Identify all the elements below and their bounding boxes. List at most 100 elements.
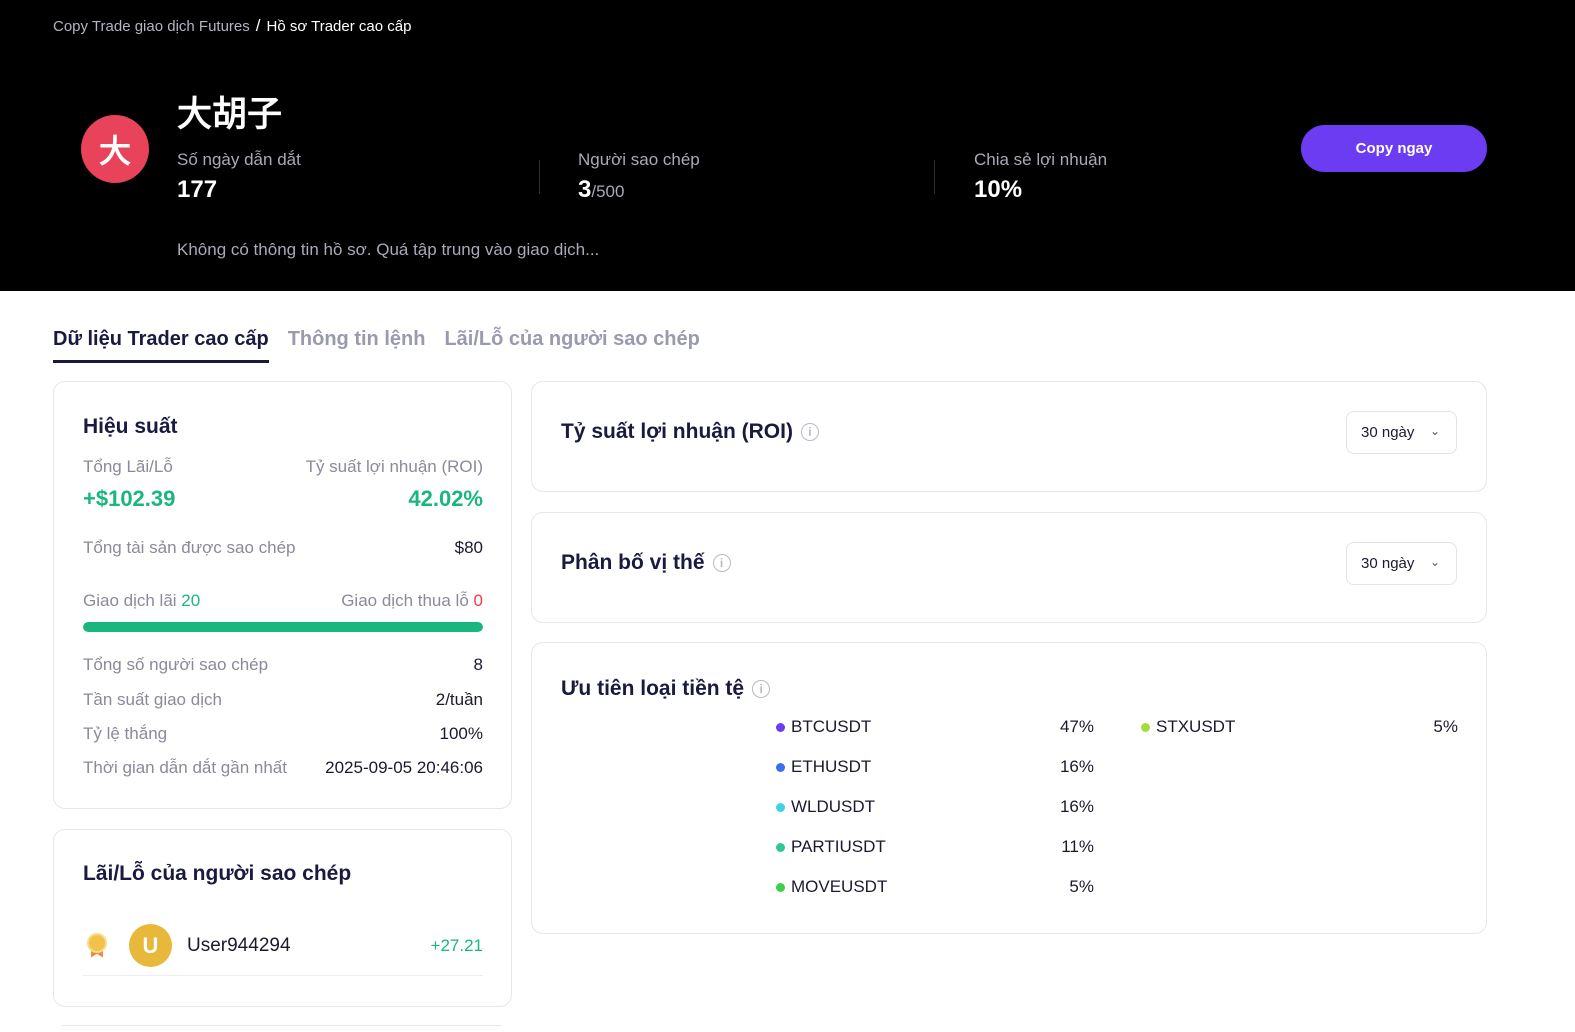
loss-trades-label: Giao dịch thua lỗ (341, 591, 469, 610)
position-period-value: 30 ngày (1361, 555, 1415, 572)
trader-name: 大胡子 (177, 95, 283, 134)
coin-name: WLDUSDT (791, 797, 876, 816)
coin-dot (776, 802, 785, 812)
currency-preference-card: Ưu tiên loại tiền tệ i BTCUSDT 47% ETHUS… (531, 642, 1487, 934)
win-trades-value: 20 (181, 591, 201, 610)
stat-copiers: Người sao chép 3/500 (578, 150, 700, 204)
copied-assets-label: Tổng tài sản được sao chép (83, 538, 296, 557)
roi-card-title: Tỷ suất lợi nhuận (ROI) (561, 420, 793, 443)
stat-profit-share: Chia sẻ lợi nhuận 10% (974, 150, 1107, 204)
breadcrumb: Copy Trade giao dịch Futures / Hồ sơ Tra… (53, 16, 411, 36)
coin-pct: 16% (1059, 757, 1094, 776)
total-copiers-value: 8 (473, 655, 483, 674)
breadcrumb-separator: / (255, 16, 261, 35)
total-pnl-label: Tổng Lãi/Lỗ (83, 457, 173, 476)
roi-value: 42.02% (408, 486, 483, 511)
stat-copiers-value: 3/500 (578, 176, 700, 204)
position-period-select[interactable]: 30 ngày ⌄ (1346, 542, 1457, 585)
win-progress-fill (83, 622, 483, 632)
position-distribution-card: Phân bố vị thế i 30 ngày ⌄ (531, 512, 1487, 623)
total-pnl-value: +$102.39 (83, 486, 176, 511)
medal-icon (83, 932, 111, 960)
coin-legend-item: WLDUSDT (776, 797, 875, 817)
coin-pct: 11% (1061, 837, 1094, 856)
coin-dot (776, 762, 785, 772)
copier-pnl-card: Lãi/Lỗ của người sao chép U User944294 +… (53, 829, 512, 1007)
coin-name: STXUSDT (1156, 717, 1236, 736)
position-card-header: Phân bố vị thế i (561, 551, 731, 575)
next-card-edge (62, 1025, 502, 1026)
last-lead-row: Thời gian dẫn dắt gần nhất 2025-09-05 20… (83, 758, 483, 778)
coin-name: ETHUSDT (791, 757, 872, 776)
avatar: U (129, 924, 172, 967)
frequency-value: 2/tuần (435, 690, 483, 709)
stat-lead-days: Số ngày dẫn dắt 177 (177, 150, 301, 204)
coin-dot (776, 882, 785, 892)
info-icon[interactable]: i (800, 423, 819, 441)
win-rate-label: Tỷ lệ thắng (83, 724, 168, 743)
loss-trades: Giao dịch thua lỗ 0 (341, 591, 483, 611)
pnl-roi-labels: Tổng Lãi/Lỗ Tỷ suất lợi nhuận (ROI) (83, 457, 483, 477)
trader-avatar: 大 (81, 115, 149, 183)
frequency-row: Tần suất giao dịch 2/tuần (83, 690, 483, 710)
last-lead-value: 2025-09-05 20:46:06 (325, 758, 483, 777)
trader-header: Copy Trade giao dịch Futures / Hồ sơ Tra… (0, 0, 1575, 291)
performance-title: Hiệu suất (83, 415, 178, 438)
tab-copier-pnl[interactable]: Lãi/Lỗ của người sao chép (444, 328, 700, 350)
frequency-label: Tần suất giao dịch (83, 690, 222, 709)
position-card-title: Phân bố vị thế (561, 551, 705, 574)
currency-card-header: Ưu tiên loại tiền tệ i (561, 677, 771, 701)
coin-pct: 5% (1433, 717, 1458, 736)
stat-lead-days-label: Số ngày dẫn dắt (177, 150, 301, 169)
stat-divider (934, 160, 935, 194)
coin-name: PARTIUSDT (791, 837, 886, 856)
roi-card: Tỷ suất lợi nhuận (ROI) i 30 ngày ⌄ (531, 381, 1487, 492)
loss-trades-value: 0 (473, 591, 483, 610)
copier-pnl-value: +27.21 (430, 935, 483, 955)
win-rate-row: Tỷ lệ thắng 100% (83, 724, 483, 744)
trade-counts-row: Giao dịch lãi 20 Giao dịch thua lỗ 0 (83, 591, 483, 611)
last-lead-label: Thời gian dẫn dắt gần nhất (83, 758, 287, 777)
copied-assets-row: Tổng tài sản được sao chép $80 (83, 538, 483, 558)
breadcrumb-current: Hồ sơ Trader cao cấp (266, 17, 412, 35)
total-copiers-row: Tổng số người sao chép 8 (83, 655, 483, 675)
coin-pct: 16% (1059, 797, 1094, 816)
coin-name: BTCUSDT (791, 717, 872, 736)
coin-pct: 47% (1059, 717, 1094, 736)
info-icon[interactable]: i (712, 554, 731, 572)
coin-legend-item: BTCUSDT (776, 717, 871, 737)
stat-profit-share-value: 10% (974, 176, 1023, 203)
copied-assets-value: $80 (454, 538, 483, 557)
total-copiers-label: Tổng số người sao chép (83, 655, 269, 674)
copy-now-button[interactable]: Copy ngay (1301, 125, 1487, 172)
info-icon[interactable]: i (752, 680, 771, 698)
coin-legend-item: STXUSDT (1141, 717, 1235, 737)
coin-pct: 5% (1069, 877, 1094, 896)
tab-trader-data[interactable]: Dữ liệu Trader cao cấp (53, 328, 269, 363)
stat-copiers-count: 3 (578, 176, 592, 203)
currency-card-title: Ưu tiên loại tiền tệ (561, 677, 745, 700)
tab-order-info[interactable]: Thông tin lệnh (287, 328, 426, 350)
roi-period-select[interactable]: 30 ngày ⌄ (1346, 411, 1457, 454)
roi-label: Tỷ suất lợi nhuận (ROI) (305, 457, 483, 476)
win-loss-progress-bar (83, 622, 483, 632)
chevron-down-icon: ⌄ (1429, 424, 1440, 438)
copier-pnl-title: Lãi/Lỗ của người sao chép (83, 862, 352, 885)
win-rate-value: 100% (439, 724, 483, 743)
coin-dot (776, 722, 785, 732)
copier-name: User944294 (187, 934, 291, 956)
list-item[interactable]: U User944294 +27.21 (83, 916, 483, 976)
breadcrumb-parent-link[interactable]: Copy Trade giao dịch Futures (53, 17, 250, 35)
roi-card-header: Tỷ suất lợi nhuận (ROI) i (561, 420, 819, 444)
coin-legend-item: PARTIUSDT (776, 837, 886, 857)
roi-period-value: 30 ngày (1361, 424, 1415, 441)
stat-copiers-label: Người sao chép (578, 150, 700, 169)
stat-profit-share-label: Chia sẻ lợi nhuận (974, 150, 1108, 169)
trader-bio: Không có thông tin hồ sơ. Quá tập trung … (177, 240, 600, 259)
coin-legend-item: MOVEUSDT (776, 877, 887, 897)
win-trades-label: Giao dịch lãi (83, 591, 177, 610)
pnl-roi-values: +$102.39 42.02% (83, 486, 483, 512)
chevron-down-icon: ⌄ (1429, 555, 1440, 569)
profile-tabs: Dữ liệu Trader cao cấp Thông tin lệnh Lã… (53, 328, 700, 363)
performance-card: Hiệu suất Tổng Lãi/Lỗ Tỷ suất lợi nhuận … (53, 381, 512, 809)
